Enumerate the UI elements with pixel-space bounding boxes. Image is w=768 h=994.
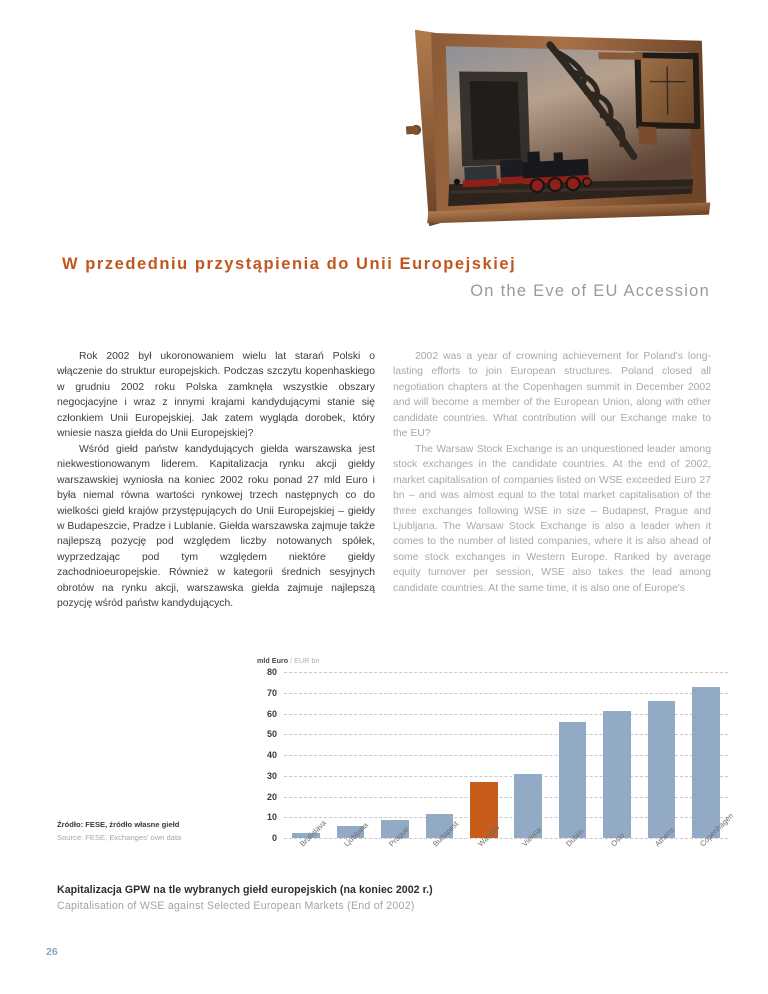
chart-y-tick-label: 50 [266,729,277,740]
source-note-pl: Źródło: FESE, źródło własne giełd [57,820,180,829]
source-note-en: Source: FESE, Exchanges' own data [57,832,182,842]
chart-bar [603,711,631,838]
chart-y-tick-label: 10 [266,812,277,823]
chart-y-tick-label: 70 [266,687,277,698]
chart-bar [425,814,454,838]
paragraph-en-2: The Warsaw Stock Exchange is an unquesti… [393,443,711,594]
chart-bar [381,819,409,838]
chart-y-tick-label: 20 [266,791,277,802]
chart-bar [514,773,542,838]
chart-bar [647,701,676,838]
page-title-en: On the Eve of EU Accession [470,282,710,300]
chart-gridline [284,755,728,756]
chart-caption-pl: Kapitalizacja GPW na tle wybranych giełd… [57,884,433,896]
chart-gridline [284,713,728,715]
chart-caption-en: Capitalisation of WSE against Selected E… [57,900,415,912]
chart-unit-pl: mld Euro [257,656,289,665]
chart-y-tick-label: 60 [266,708,277,719]
chart-gridline [284,796,728,798]
page-number: 26 [46,946,58,958]
chart-bar [292,832,320,838]
chart-unit-separator: / [290,656,293,665]
chart-gridline [284,672,728,673]
chart-y-tick-label: 0 [271,833,277,843]
chart-caption: Kapitalizacja GPW na tle wybranych giełd… [57,882,717,914]
chart-unit-en: EUR bn [294,656,320,665]
paragraph-pl-1: Rok 2002 był ukoronowaniem wielu lat sta… [57,351,375,440]
article-column-english: 2002 was a year of crowning achievement … [393,349,711,596]
chart-bar [692,686,720,838]
chart-gridline [284,734,728,736]
chart-y-tick-label: 40 [266,750,277,760]
chart-y-tick-label: 30 [266,770,277,781]
page-title-pl: W przededniu przystąpienia do Unii Europ… [62,255,517,273]
chart-gridline [284,775,728,777]
chart-bar [470,781,498,838]
chart-gridline [284,838,728,839]
article-column-polish: Rok 2002 był ukoronowaniem wielu lat sta… [57,349,375,612]
capitalisation-bar-chart: mld Euro / EUR bn 80 70 60 50 40 30 20 10 0 Brati… [0,650,768,910]
chart-y-tick-label: 80 [266,667,277,677]
article-photo [406,14,726,232]
paragraph-en-1: 2002 was a year of crowning achievement … [393,351,711,440]
chart-gridline [284,692,728,694]
chart-bar [558,721,587,838]
wooden-box-diorama-illustration [406,29,711,227]
chart-gridline [284,817,728,819]
chart-plot-area: 80 70 60 50 40 30 20 10 0 Bratislava Ljubljana Prag… [267,667,768,848]
chart-source-note: Źródło: FESE, źródło własne giełd Source… [57,819,257,844]
chart-unit-label: mld Euro / EUR bn [257,656,319,665]
paragraph-pl-2: Wśród giełd państw kandydujących giełda … [57,443,375,610]
chart-bar [336,826,365,838]
